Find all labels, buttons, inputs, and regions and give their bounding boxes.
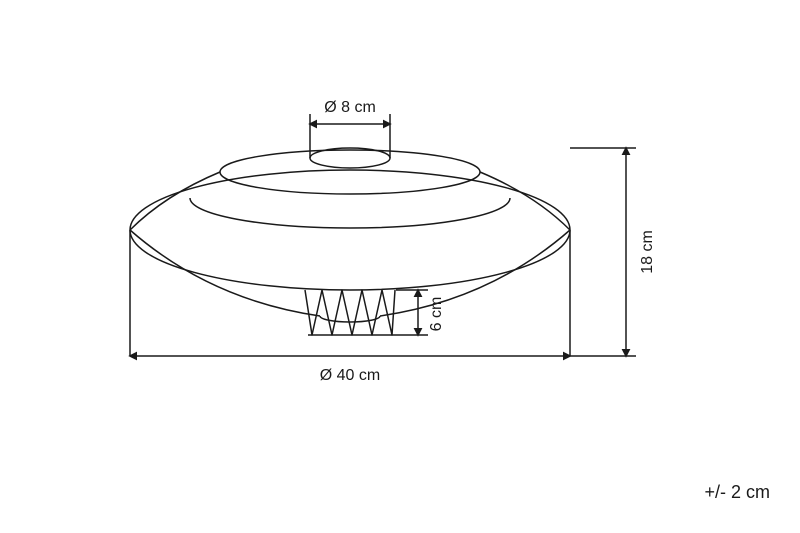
shade-top-opening [310,148,390,168]
lamp-shade [130,148,570,322]
dimension-diagram: Ø 8 cm Ø 40 cm 18 cm 6 cm +/- 2 cm [0,0,800,533]
label-shade-diameter: Ø 40 cm [320,367,380,384]
shade-widest-edge-back [130,170,570,230]
tolerance-note: +/- 2 cm [704,482,770,503]
diagram-svg: Ø 8 cm Ø 40 cm 18 cm 6 cm [0,0,800,533]
shade-lower-right [380,230,570,316]
shade-side-left-upper [130,172,220,230]
label-stand-height: 6 cm [428,297,445,332]
shade-lower-left [130,230,320,316]
shade-widest-edge-front [130,230,570,290]
stand-zigzag [305,290,395,335]
shade-mid-ring-front [190,198,510,228]
label-overall-height: 18 cm [639,230,656,274]
label-top-opening: Ø 8 cm [324,99,376,116]
shade-side-right-upper [480,172,570,230]
dimension-labels: Ø 8 cm Ø 40 cm 18 cm 6 cm [320,99,656,384]
wire-stand [305,290,396,335]
